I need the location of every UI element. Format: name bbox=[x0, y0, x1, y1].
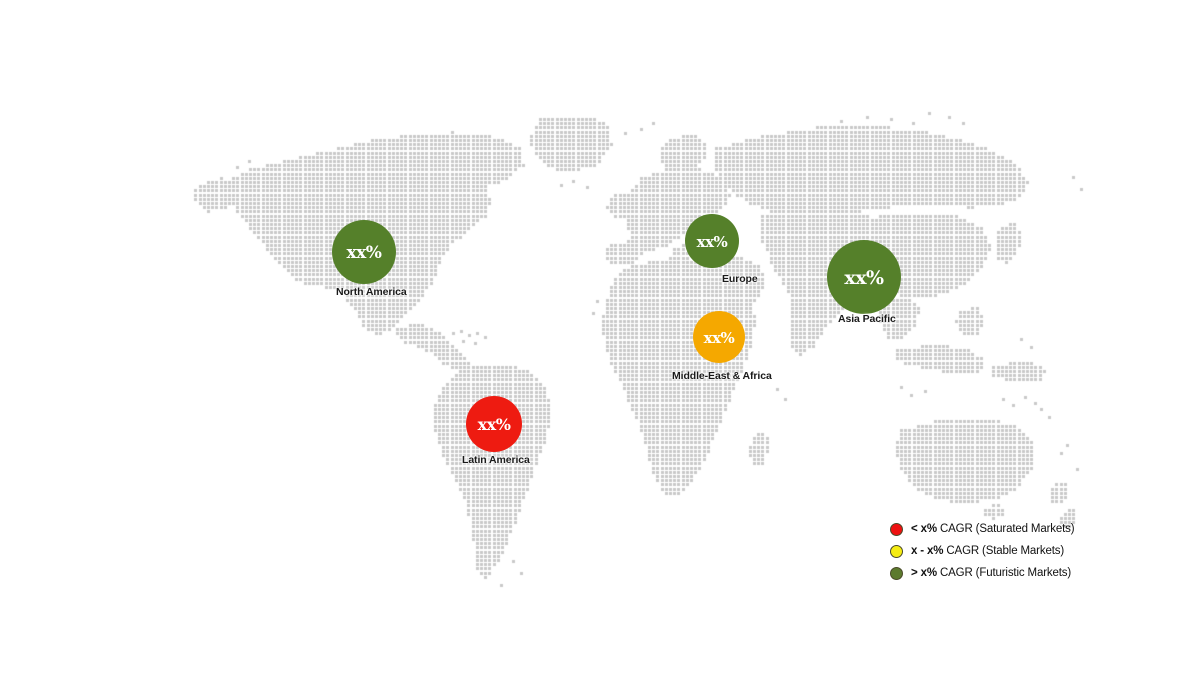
region-value-middle-east-africa: xx% bbox=[703, 328, 735, 347]
region-bubble-latin-america[interactable]: xx% bbox=[466, 396, 522, 452]
region-bubble-north-america[interactable]: xx% bbox=[332, 220, 396, 284]
legend-stable[interactable]: x - x% CAGR (Stable Markets) bbox=[890, 540, 1074, 562]
legend-stable-dot-icon bbox=[890, 544, 903, 558]
region-label-asia-pacific: Asia Pacific bbox=[838, 313, 896, 325]
region-label-middle-east-africa: Middle-East & Africa bbox=[672, 370, 772, 382]
legend-saturated-description: CAGR (Saturated Markets) bbox=[936, 523, 1075, 535]
region-label-north-america: North America bbox=[336, 286, 407, 298]
legend-futuristic-description: CAGR (Futuristic Markets) bbox=[936, 567, 1072, 579]
region-bubble-europe[interactable]: xx% bbox=[685, 214, 739, 268]
region-bubble-middle-east-africa[interactable]: xx% bbox=[693, 311, 745, 363]
region-label-europe: Europe bbox=[722, 273, 758, 285]
legend-saturated-range: < x% bbox=[911, 523, 937, 535]
legend-futuristic-dot-icon bbox=[890, 566, 903, 580]
region-label-latin-america: Latin America bbox=[462, 454, 530, 466]
legend-futuristic-range: > x% bbox=[911, 567, 937, 579]
legend-stable-range: x - x% bbox=[911, 545, 944, 557]
legend-saturated-text: < x% CAGR (Saturated Markets) bbox=[911, 523, 1075, 535]
legend-futuristic[interactable]: > x% CAGR (Futuristic Markets) bbox=[890, 562, 1074, 584]
legend-saturated-dot-icon bbox=[890, 522, 903, 536]
legend: < x% CAGR (Saturated Markets) x - x% CAGR… bbox=[890, 518, 1075, 584]
region-bubble-asia-pacific[interactable]: xx% bbox=[827, 240, 901, 314]
region-value-latin-america: xx% bbox=[477, 415, 511, 434]
legend-futuristic-text: > x% CAGR (Futuristic Markets) bbox=[911, 567, 1071, 579]
region-value-asia-pacific: xx% bbox=[844, 266, 884, 289]
region-value-north-america: xx% bbox=[346, 242, 382, 263]
legend-stable-description: CAGR (Stable Markets) bbox=[943, 545, 1065, 557]
region-value-europe: xx% bbox=[696, 232, 728, 251]
legend-stable-text: x - x% CAGR (Stable Markets) bbox=[911, 545, 1064, 557]
legend-saturated[interactable]: < x% CAGR (Saturated Markets) bbox=[890, 518, 1075, 540]
